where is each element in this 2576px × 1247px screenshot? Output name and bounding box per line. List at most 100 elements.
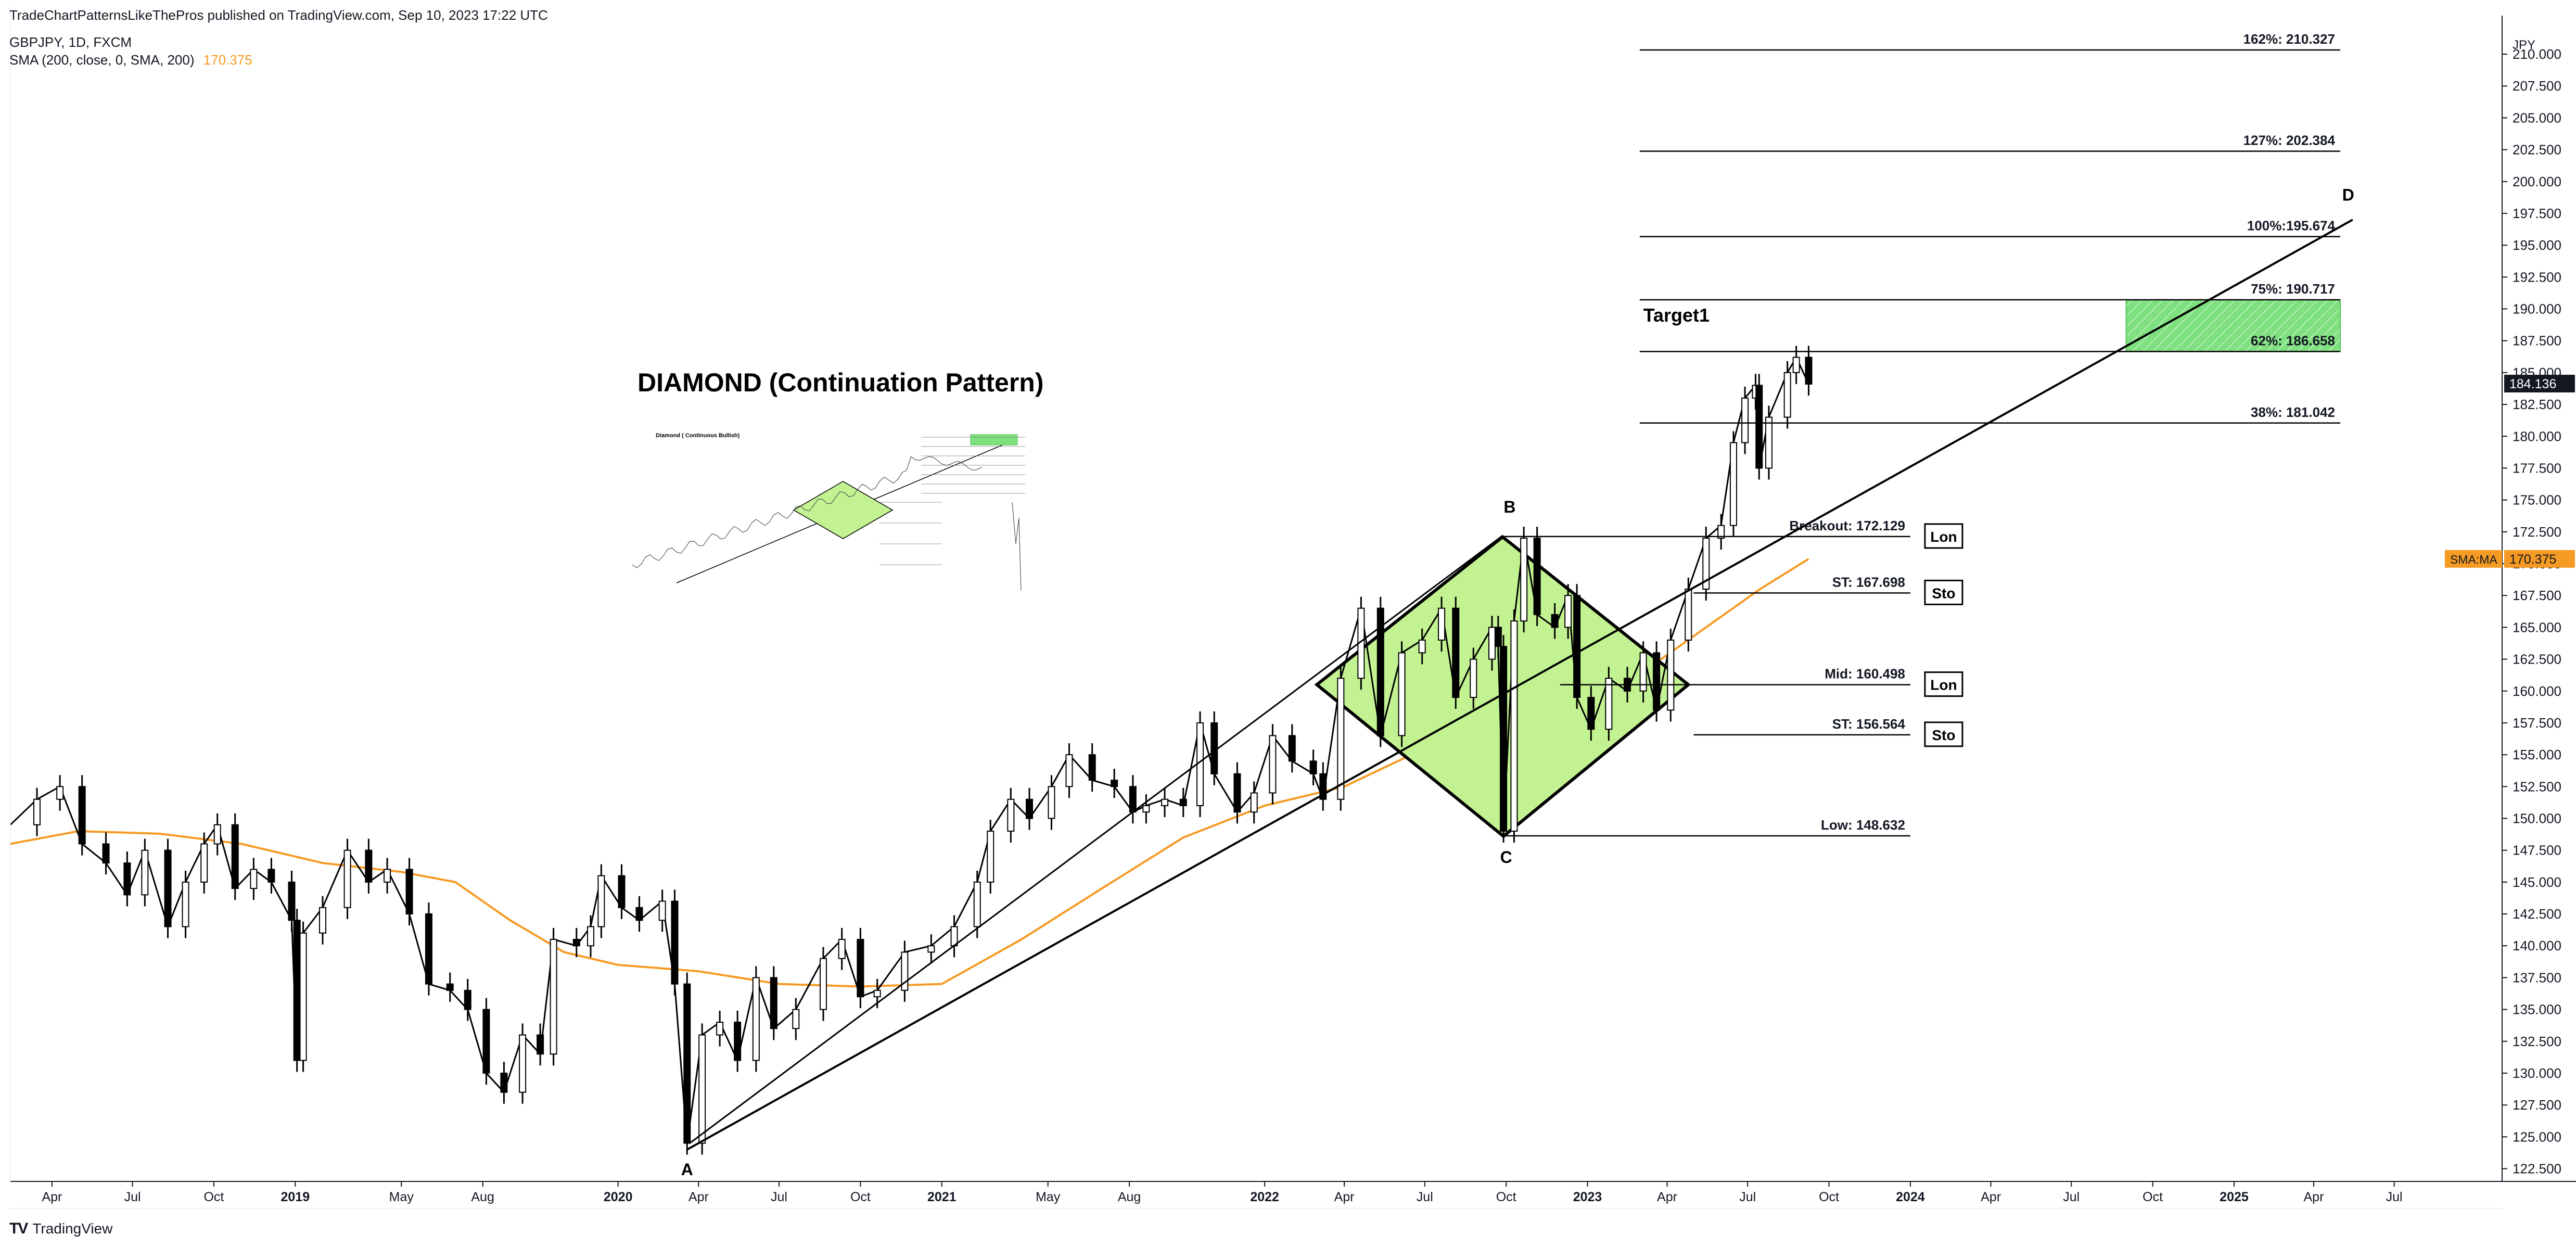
y-tick-label: 127.500 (2513, 1097, 2561, 1113)
y-tick-label: 145.000 (2513, 874, 2561, 890)
price-candle-body (1729, 442, 1737, 526)
currency-label: JPY (2513, 38, 2535, 52)
price-candle-body (405, 869, 413, 915)
price-candle-body (123, 862, 131, 896)
y-tick-label: 192.500 (2513, 269, 2561, 285)
inset-price-path (632, 456, 982, 568)
price-candle-body (792, 1009, 800, 1029)
x-tick-label: Jul (1739, 1190, 1756, 1204)
price-candle-body (1783, 372, 1791, 418)
price-candle-body (1111, 780, 1118, 787)
price-candle-body (1142, 805, 1150, 813)
price-candle-body (752, 977, 760, 1061)
current-price-tag (2504, 375, 2575, 393)
x-tick-label: Apr (1334, 1190, 1355, 1204)
price-candle-body (78, 786, 86, 845)
level-lines: 162%: 210.327 127%: 202.384 100%:195.674 75… (1502, 31, 2341, 837)
x-tick-label: 2025 (2220, 1190, 2249, 1204)
price-candle-body (1026, 798, 1034, 819)
sma-value: 170.375 (203, 52, 252, 68)
price-candle-body (770, 977, 777, 1029)
x-tick-label: Oct (1819, 1190, 1839, 1204)
price-candle-body (1792, 357, 1800, 373)
price-candle-body (1288, 735, 1296, 762)
indicator-line: SMA (200, close, 0, SMA, 200) 170.375 (9, 52, 252, 68)
price-candle-body (950, 926, 958, 947)
price-candle-body (1564, 595, 1572, 628)
price-candle-body (973, 881, 981, 927)
price-candle-body (635, 907, 643, 921)
level-label: 162%: 210.327 (2243, 31, 2335, 47)
level-label: 100%:195.674 (2247, 218, 2336, 234)
price-candle-body (267, 869, 275, 883)
x-tick-label: Apr (688, 1190, 709, 1204)
y-tick-label: 130.000 (2513, 1065, 2561, 1081)
price-candle-body (1470, 658, 1477, 698)
support-trendline (686, 219, 2353, 1151)
price-candle-body (213, 824, 221, 845)
x-tick-label: Jul (1417, 1190, 1433, 1204)
price-candle-body (1685, 588, 1692, 641)
y-tick-label: 172.500 (2513, 524, 2561, 540)
x-tick-label: 2021 (927, 1190, 957, 1204)
price-candle-body (299, 932, 307, 1061)
footer-brand-label: TradingView (32, 1220, 113, 1237)
y-tick-label: 210.000 (2513, 46, 2561, 62)
price-candle-body (33, 798, 41, 825)
y-tick-label: 142.500 (2513, 906, 2561, 922)
price-candle-body (671, 900, 679, 985)
y-tick-label: 155.000 (2513, 747, 2561, 762)
price-candle-body (1494, 627, 1502, 647)
price-candle-body (164, 849, 172, 927)
pattern-point-label: A (681, 1160, 693, 1179)
price-candle-body (1702, 538, 1710, 590)
y-tick-label: 175.000 (2513, 492, 2561, 508)
price-candle-body (425, 913, 432, 985)
price-candle-body (1755, 385, 1763, 469)
axes: JPY 122.500 125.000 127.500 130.000 132.500 13… (10, 5, 2576, 1209)
annotations: A B C D Target1 DIAMOND (Continuation Pattern… (637, 186, 2354, 1179)
y-tick-label: 207.500 (2513, 78, 2561, 94)
y-tick-label: 157.500 (2513, 715, 2561, 731)
y-tick-label: 205.000 (2513, 110, 2561, 125)
price-candle-body (1653, 652, 1661, 711)
price-candle-body (1500, 646, 1508, 832)
level-box-label: Sto (1932, 727, 1955, 743)
price-candle-body (550, 938, 557, 1055)
tradingview-logo-icon: TV (9, 1220, 28, 1237)
price-candle-body (618, 875, 626, 908)
inset-title: Diamond ( Continuous Bullish) (656, 432, 740, 439)
price-candle-body (597, 875, 605, 927)
price-candle-body (318, 907, 326, 934)
level-label: ST: 167.698 (1832, 574, 1905, 590)
y-tick-label: 190.000 (2513, 301, 2561, 317)
price-candle-body (446, 983, 454, 991)
y-tick-label: 165.000 (2513, 619, 2561, 635)
price-candle-body (586, 926, 594, 947)
y-tick-label: 177.500 (2513, 460, 2561, 476)
level-box (1924, 579, 1963, 605)
price-candle-body (857, 938, 864, 998)
price-candle-body (537, 1034, 544, 1055)
y-tick-label: 182.500 (2513, 397, 2561, 412)
price-candle-body (1418, 639, 1426, 654)
level-box-label: Sto (1932, 585, 1955, 601)
pattern-title: DIAMOND (Continuation Pattern) (637, 368, 1043, 397)
level-box (1924, 721, 1963, 747)
price-candle-body (1587, 696, 1595, 730)
price-candle-body (1533, 538, 1541, 615)
y-tick-label: 140.000 (2513, 938, 2561, 953)
price-candle-body (102, 843, 110, 864)
footer-brand[interactable]: TV TradingView (9, 1220, 112, 1238)
current-price-label: 184.136 (2509, 377, 2556, 391)
x-tick-label: May (389, 1190, 414, 1204)
x-tick-label: Jul (124, 1190, 141, 1204)
inset-price-tail (1012, 502, 1022, 591)
y-tick-label: 160.000 (2513, 683, 2561, 699)
price-candle-body (365, 849, 373, 883)
x-tick-label: Apr (1981, 1190, 2001, 1204)
inset-target-zone (970, 434, 1018, 446)
pattern-inset-thumbnail: Diamond ( Continuous Bullish) (630, 424, 1041, 596)
price-candle-body (1488, 627, 1496, 660)
